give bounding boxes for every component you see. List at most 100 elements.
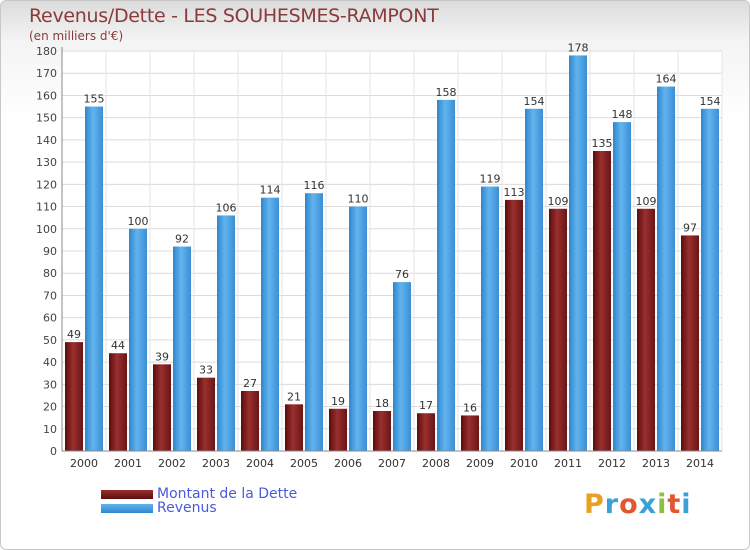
data-label-revenus: 76 [395,268,409,281]
x-tick-label: 2014 [686,457,714,470]
y-tick-label: 80 [43,267,57,280]
y-tick-label: 0 [50,445,57,458]
bar-debt [637,208,655,451]
bar-debt [505,199,523,451]
bar-debt [153,364,171,451]
proxiti-logo: Proxiti [584,489,692,520]
chart-title: Revenus/Dette - LES SOUHESMES-RAMPONT [29,5,439,27]
data-label-revenus: 100 [128,215,149,228]
logo-letter: o [619,489,639,520]
x-tick-label: 2000 [70,457,98,470]
data-label-debt: 16 [463,401,477,414]
bar-debt [241,391,259,451]
bar-revenus [437,99,455,451]
data-label-revenus: 106 [216,201,237,214]
data-label-revenus: 154 [524,95,545,108]
data-label-debt: 109 [636,195,657,208]
logo-letter: P [584,489,605,520]
data-label-debt: 27 [243,377,257,390]
logo-letter: t [667,489,682,520]
y-tick-label: 20 [43,401,57,414]
x-tick-label: 2006 [334,457,362,470]
bar-revenus [701,108,719,452]
bar-debt [329,408,347,451]
legend-swatch-revenus [101,503,153,513]
legend-swatch-debt [101,489,153,499]
y-tick-label: 170 [36,67,57,80]
data-label-debt: 113 [504,186,525,199]
logo-letter: x [638,489,658,520]
data-label-debt: 18 [375,397,389,410]
x-tick-label: 2008 [422,457,450,470]
data-label-debt: 44 [111,339,125,352]
bar-debt [65,342,83,451]
y-tick-label: 160 [36,89,57,102]
bar-revenus [305,193,323,451]
y-tick-label: 10 [43,423,57,436]
data-label-revenus: 178 [568,41,589,54]
bar-revenus [85,106,103,452]
bar-debt [549,208,567,451]
y-tick-label: 140 [36,134,57,147]
data-label-debt: 39 [155,350,169,363]
bar-revenus [349,206,367,451]
x-tick-label: 2003 [202,457,230,470]
legend-label-debt: Montant de la Dette [157,486,298,502]
x-tick-label: 2004 [246,457,274,470]
y-tick-label: 180 [36,45,57,58]
data-label-revenus: 154 [700,95,721,108]
y-tick-label: 60 [43,312,57,325]
bar-revenus [525,108,543,452]
bar-revenus [129,228,147,451]
x-tick-label: 2002 [158,457,186,470]
legend-label-revenus: Revenus [157,500,217,516]
bar-debt [285,404,303,451]
x-tick-label: 2009 [466,457,494,470]
data-label-debt: 19 [331,395,345,408]
logo-letter: i [657,489,668,520]
x-tick-label: 2001 [114,457,142,470]
bar-debt [593,151,611,451]
data-label-revenus: 119 [480,173,501,186]
y-tick-label: 70 [43,289,57,302]
y-tick-label: 120 [36,178,57,191]
data-label-revenus: 116 [304,179,325,192]
data-label-revenus: 155 [84,93,105,106]
bar-debt [109,353,127,451]
y-tick-label: 100 [36,223,57,236]
bar-revenus [217,215,235,451]
data-label-debt: 109 [548,195,569,208]
bar-revenus [393,282,411,451]
bar-debt [461,415,479,451]
bar-debt [681,235,699,451]
y-tick-label: 130 [36,156,57,169]
bar-revenus [481,186,499,452]
y-tick-label: 50 [43,334,57,347]
logo-letter: r [604,489,620,520]
y-tick-label: 110 [36,201,57,214]
data-label-revenus: 114 [260,184,281,197]
legend-item-debt: Montant de la Dette [101,487,297,501]
data-label-debt: 135 [592,137,613,150]
data-label-debt: 21 [287,390,301,403]
x-tick-label: 2012 [598,457,626,470]
data-label-revenus: 92 [175,233,189,246]
data-label-revenus: 110 [348,193,369,206]
data-label-revenus: 158 [436,86,457,99]
y-tick-label: 150 [36,112,57,125]
bar-debt [197,377,215,451]
data-label-revenus: 164 [656,73,677,86]
bar-revenus [657,86,675,452]
legend-item-revenus: Revenus [101,501,297,515]
x-tick-label: 2011 [554,457,582,470]
x-tick-label: 2010 [510,457,538,470]
chart-subtitle: (en milliers d'€) [29,29,124,43]
bar-revenus [569,55,587,451]
y-tick-label: 90 [43,245,57,258]
bar-revenus [613,122,631,451]
bar-debt [417,413,435,451]
data-label-debt: 33 [199,364,213,377]
x-tick-label: 2005 [290,457,318,470]
